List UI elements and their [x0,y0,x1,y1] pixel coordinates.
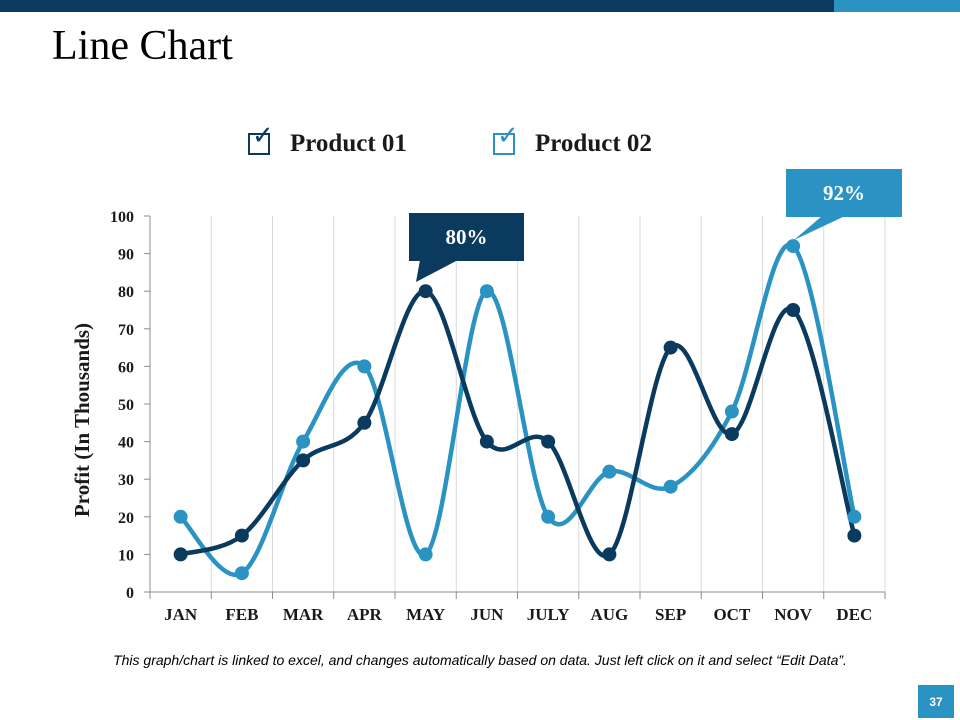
callout-product-01-peak: 80% [409,213,524,261]
data-point-product-02 [357,359,372,374]
chart-axes: 0 10 20 30 40 50 60 70 80 90 100 JAN FEB MAR APR MAY JUN… [110,209,886,624]
data-point-product-01 [663,340,678,355]
legend-product-01[interactable]: ✓ Product 01 [248,123,407,158]
y-tick-label: 80 [118,284,134,301]
data-point-product-01 [724,427,739,442]
data-point-product-01 [418,284,433,299]
y-tick-label: 70 [118,322,134,339]
data-point-product-01 [786,303,801,317]
data-point-product-01 [173,547,188,562]
data-point-product-01 [541,434,556,449]
callout-pointer [416,260,458,282]
data-point-product-01 [357,415,372,430]
checkbox-icon[interactable]: ✓ [493,123,519,155]
check-icon: ✓ [252,121,274,151]
chart-grid [149,216,886,592]
y-tick-label: 0 [126,585,134,602]
data-point-product-02 [418,547,433,562]
x-tick-label: OCT [713,605,751,624]
top-accent-bar-light [834,0,960,12]
x-tick-label: MAY [406,605,445,624]
footnote: This graph/chart is linked to excel, and… [113,652,847,668]
callout-pointer [794,216,845,240]
y-axis-label: Profit (In Thousands) [70,323,94,517]
data-point-product-01 [602,547,617,562]
callout-product-02-peak: 92% [786,169,902,217]
y-tick-label: 30 [118,472,134,489]
data-point-product-01 [234,528,249,543]
data-point-product-02 [724,404,739,419]
legend-label-product-01: Product 01 [290,130,407,157]
check-icon: ✓ [497,121,519,151]
x-tick-label: AUG [590,605,628,624]
data-point-product-02 [173,509,188,524]
x-tick-label: MAR [283,605,324,624]
page-number: 37 [918,685,954,718]
x-tick-label: DEC [836,605,872,624]
data-point-product-01 [847,528,862,543]
x-tick-label: NOV [774,605,813,624]
data-point-product-02 [663,479,678,494]
data-point-product-02 [234,566,249,581]
data-point-product-02 [786,239,801,254]
x-tick-label: FEB [225,605,258,624]
y-tick-label: 60 [118,359,134,376]
data-point-product-02 [479,284,494,299]
data-point-product-01 [479,434,494,449]
chart-series [173,239,862,581]
data-point-product-02 [602,464,617,479]
data-point-product-02 [847,509,862,524]
x-tick-label: JAN [164,605,198,624]
slide-title: Line Chart [52,23,233,69]
x-tick-label: JUN [470,605,504,624]
y-tick-label: 40 [118,435,134,452]
checkbox-icon[interactable]: ✓ [248,123,274,155]
legend-label-product-02: Product 02 [535,130,652,157]
y-tick-label: 50 [118,397,134,414]
x-tick-label: JULY [527,605,570,624]
y-tick-label: 10 [118,547,134,564]
y-tick-label: 100 [110,209,134,226]
y-tick-label: 20 [118,510,134,527]
data-point-product-02 [541,509,556,524]
legend-product-02[interactable]: ✓ Product 02 [493,123,652,158]
top-accent-bar-dark [0,0,834,12]
x-tick-label: SEP [655,605,686,624]
y-tick-label: 90 [118,247,134,264]
callout-shapes [416,216,845,282]
data-point-product-02 [296,434,311,449]
data-point-product-01 [296,453,311,468]
x-tick-label: APR [347,605,383,624]
